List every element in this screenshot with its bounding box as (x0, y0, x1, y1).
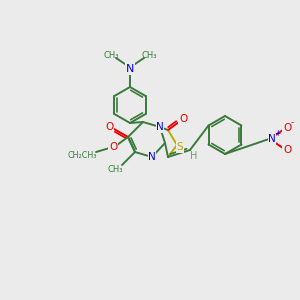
Text: N: N (148, 152, 156, 162)
Text: S: S (177, 142, 183, 152)
Text: H: H (190, 151, 198, 161)
Text: N: N (126, 64, 134, 74)
Text: N: N (156, 122, 164, 132)
Text: CH₃: CH₃ (103, 52, 119, 61)
Text: O: O (283, 123, 291, 133)
Text: CH₃: CH₃ (141, 52, 157, 61)
Text: CH₃: CH₃ (107, 166, 123, 175)
Text: O: O (179, 114, 187, 124)
Text: O: O (283, 145, 291, 155)
Text: O: O (109, 142, 117, 152)
Text: N: N (268, 134, 276, 144)
Text: O: O (105, 122, 113, 132)
Text: -: - (290, 118, 294, 127)
Text: CH₂CH₃: CH₂CH₃ (67, 151, 97, 160)
Text: +: + (274, 130, 280, 139)
